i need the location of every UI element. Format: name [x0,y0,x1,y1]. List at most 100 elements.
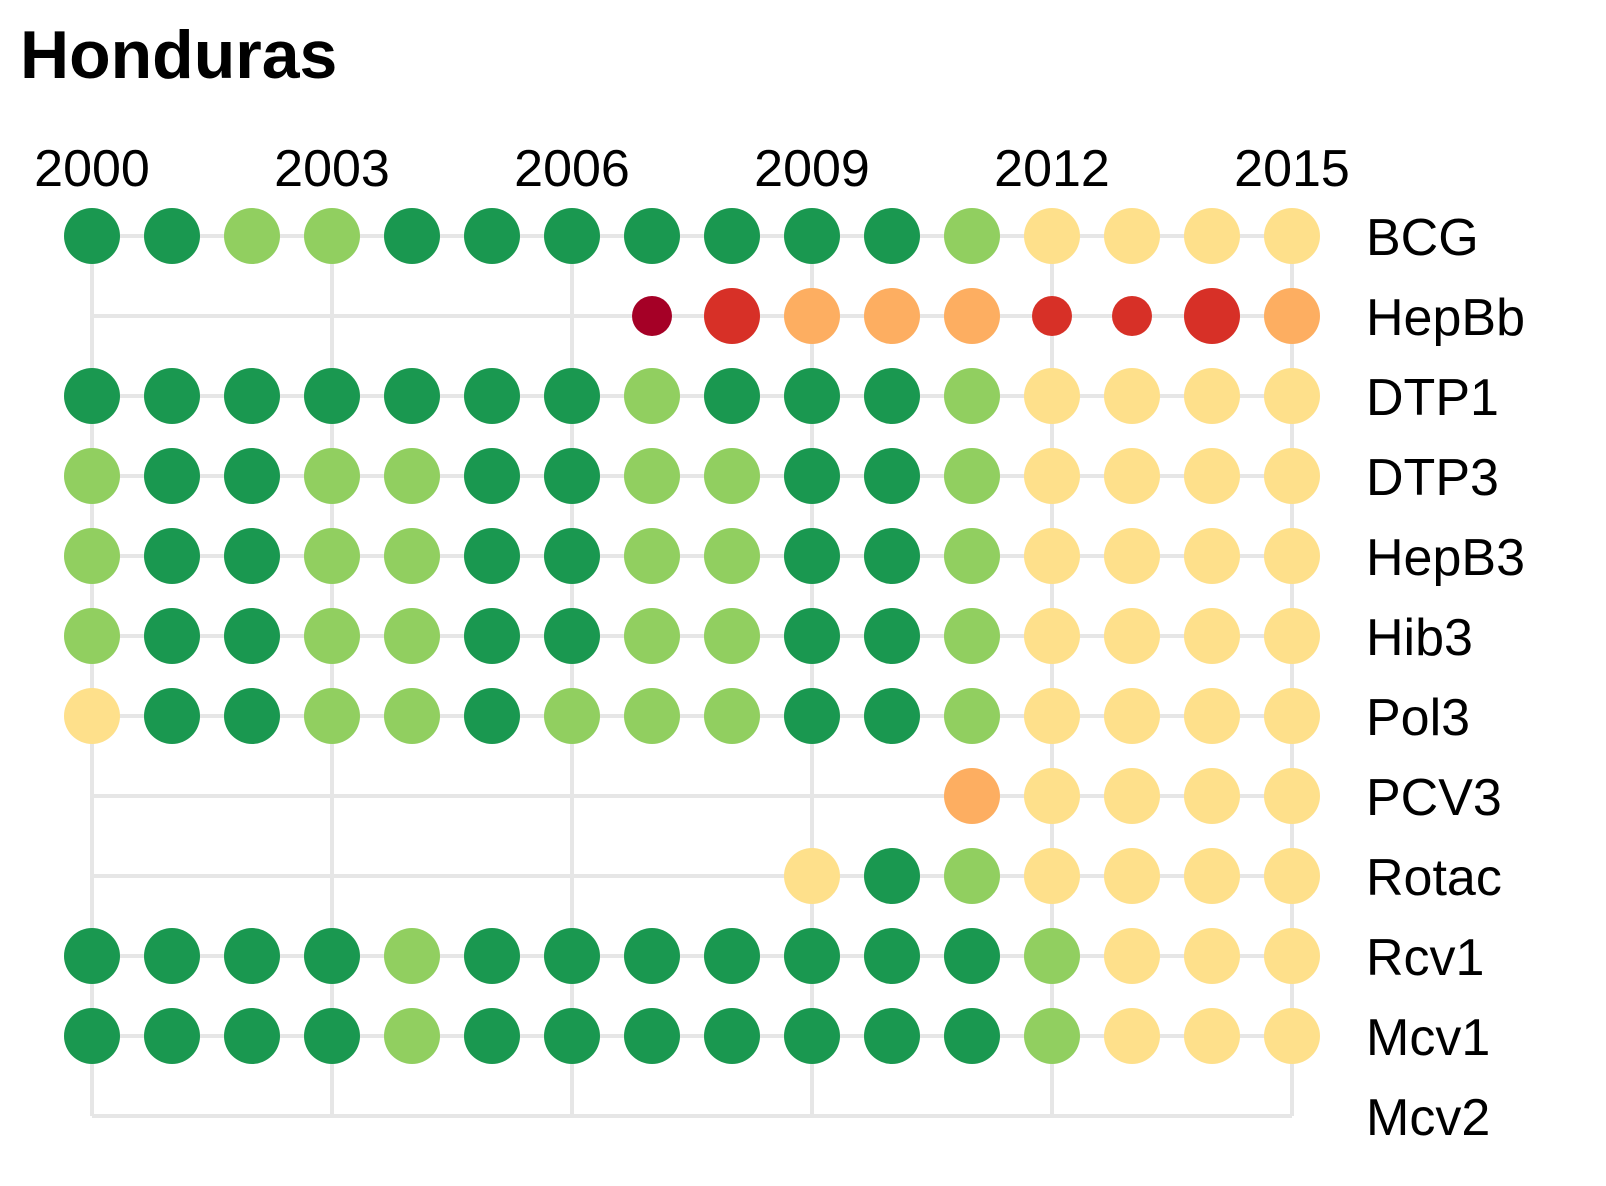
data-dot [624,368,680,424]
data-dot [1032,296,1072,336]
data-dot [64,608,120,664]
data-dot [464,608,520,664]
data-dot [464,208,520,264]
x-tick-label: 2015 [1234,140,1350,198]
data-dot [624,1008,680,1064]
data-dot [304,608,360,664]
row-label: DTP3 [1366,449,1499,507]
data-dot [704,368,760,424]
data-dot [784,608,840,664]
x-tick-label: 2003 [274,140,390,198]
data-dot [1264,528,1320,584]
data-dot [224,208,280,264]
data-dot [1264,928,1320,984]
data-dot [1184,448,1240,504]
data-dot [1264,1008,1320,1064]
data-dot [1264,688,1320,744]
data-dot [1024,528,1080,584]
data-dot [784,928,840,984]
data-dot [224,1008,280,1064]
data-dot [1264,768,1320,824]
data-dot [944,688,1000,744]
row-label: HepBb [1366,289,1525,347]
data-dot [544,1008,600,1064]
data-dot [1112,296,1152,336]
data-dot [1184,848,1240,904]
data-dot [384,688,440,744]
data-dot [64,208,120,264]
grid-lines [90,234,1294,1118]
data-dot [464,368,520,424]
data-dot [1264,608,1320,664]
data-dot [784,448,840,504]
data-dot [1024,688,1080,744]
data-dot [1104,368,1160,424]
data-dot [1104,208,1160,264]
data-dot [1104,768,1160,824]
data-dot [544,528,600,584]
data-dot [1184,1008,1240,1064]
data-dot [224,528,280,584]
data-dot [944,608,1000,664]
data-dot [1264,848,1320,904]
data-dot [144,528,200,584]
data-dot [384,448,440,504]
data-dot [1104,528,1160,584]
data-dot [632,296,672,336]
data-dot [544,368,600,424]
data-dot [464,688,520,744]
data-dot [1184,928,1240,984]
data-dot [944,368,1000,424]
data-dot [64,688,120,744]
data-dot [1024,848,1080,904]
data-dot [64,528,120,584]
data-dot [1024,768,1080,824]
data-dot [1184,208,1240,264]
data-dot [1024,448,1080,504]
data-dot [544,208,600,264]
data-dot [1024,1008,1080,1064]
data-dot [304,368,360,424]
row-labels: BCG HepBb DTP1 DTP3 HepB3 Hib3 Pol3 PCV3 Rotac Rc… [1366,209,1525,1147]
data-dot [704,688,760,744]
data-dot [784,528,840,584]
data-dot [464,1008,520,1064]
data-dot [1184,688,1240,744]
data-dot [544,448,600,504]
row-label: Pol3 [1366,689,1470,747]
data-dot [1184,608,1240,664]
data-dot [704,1008,760,1064]
data-dot [1024,208,1080,264]
data-dot [864,208,920,264]
data-dot [944,528,1000,584]
data-dot [384,608,440,664]
data-dot [384,1008,440,1064]
data-dot [784,368,840,424]
row-label: Mcv2 [1366,1089,1490,1147]
chart-title: Honduras [20,17,337,93]
row-label: DTP1 [1366,369,1499,427]
data-dot [224,448,280,504]
data-dot [304,688,360,744]
data-dot [1024,368,1080,424]
data-dot [144,608,200,664]
data-dot [944,448,1000,504]
data-dot [944,928,1000,984]
data-dot [1184,288,1240,344]
data-dot [944,848,1000,904]
x-tick-label: 2000 [34,140,150,198]
row-label: Hib3 [1366,609,1473,667]
data-dot [1264,368,1320,424]
data-dot [944,208,1000,264]
data-dot [784,1008,840,1064]
data-dot [384,208,440,264]
row-label: HepB3 [1366,529,1525,587]
data-dot [944,768,1000,824]
data-dot [624,528,680,584]
data-dots [64,208,1320,1064]
data-dot [304,448,360,504]
data-dot [784,288,840,344]
data-dot [864,848,920,904]
data-dot [1024,928,1080,984]
